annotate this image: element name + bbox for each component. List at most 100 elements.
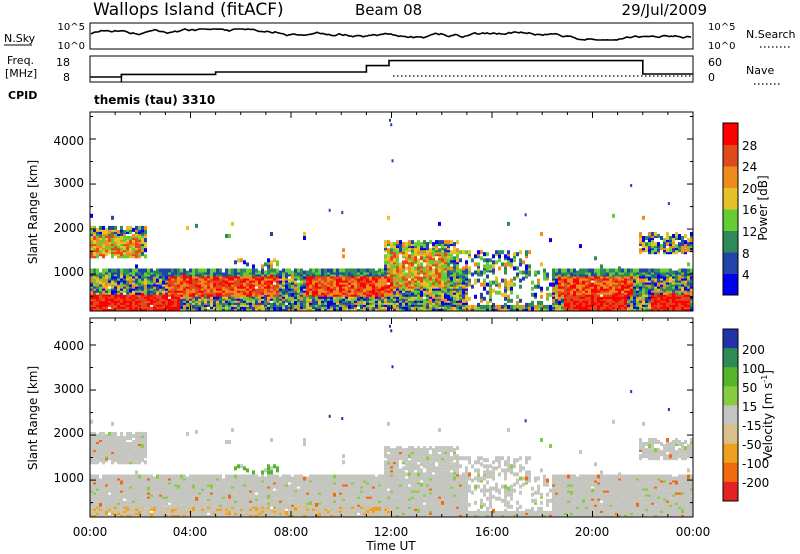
power-cell xyxy=(216,284,219,289)
power-cell xyxy=(225,268,228,273)
power-cell xyxy=(318,300,321,305)
power-cell xyxy=(393,242,396,247)
power-cell xyxy=(105,230,108,234)
power-cell xyxy=(600,296,603,301)
power-cell xyxy=(138,238,141,243)
power-cell xyxy=(228,276,231,281)
power-cell xyxy=(654,300,657,305)
power-cell xyxy=(198,300,201,305)
velocity-cell xyxy=(96,460,99,465)
power-cell xyxy=(201,268,204,273)
power-cell xyxy=(576,284,579,289)
power-cell xyxy=(135,264,138,269)
power-cell xyxy=(666,292,669,297)
velocity-cell xyxy=(117,460,120,465)
power-cell xyxy=(282,300,285,305)
power-cell xyxy=(402,264,405,269)
power-cell xyxy=(222,300,225,305)
power-cell xyxy=(108,276,111,281)
power-cell xyxy=(417,300,420,305)
power-cell xyxy=(609,300,612,305)
power-cell xyxy=(459,276,462,281)
power-cell xyxy=(435,292,438,297)
power-cell xyxy=(90,268,93,273)
power-cell xyxy=(444,300,447,305)
velocity-cell xyxy=(111,478,114,483)
power-cell xyxy=(261,268,264,273)
power-cell xyxy=(267,264,270,269)
power-cell xyxy=(594,292,597,297)
power-cell xyxy=(369,276,372,281)
power-cell xyxy=(432,292,435,297)
velocity-cell xyxy=(102,436,105,440)
power-cell xyxy=(498,284,501,289)
power-cell xyxy=(183,268,186,273)
power-cell xyxy=(294,286,297,291)
power-cell xyxy=(675,276,678,281)
power-cell xyxy=(144,225,147,230)
power-cell xyxy=(510,290,513,295)
velocity-cell xyxy=(126,452,129,457)
power-cell xyxy=(666,248,669,253)
power-cell xyxy=(417,262,420,267)
power-cell xyxy=(279,300,282,305)
power-cell xyxy=(486,262,489,267)
power-cell xyxy=(114,252,117,257)
power-cell xyxy=(615,276,618,281)
power-cell xyxy=(327,292,330,297)
power-cell xyxy=(540,286,543,291)
power-cell xyxy=(408,266,411,271)
power-cell xyxy=(186,284,189,289)
power-cell xyxy=(387,276,390,281)
power-cell xyxy=(135,292,138,297)
power-cell xyxy=(144,292,147,297)
power-cell xyxy=(591,268,594,273)
velocity-cell xyxy=(96,500,99,505)
velocity-cell xyxy=(90,482,93,487)
power-cell xyxy=(441,252,444,257)
power-cell xyxy=(366,284,369,289)
velocity-cell xyxy=(99,496,102,501)
power-cell xyxy=(558,268,561,273)
power-cell xyxy=(396,246,399,251)
power-cell xyxy=(660,268,663,273)
velocity-cell xyxy=(111,440,114,444)
power-cell xyxy=(501,278,504,283)
power-cell xyxy=(249,284,252,289)
power-cell xyxy=(639,272,642,277)
power-cell xyxy=(510,282,513,287)
power-cell xyxy=(300,284,303,289)
velocity-cell xyxy=(90,506,93,511)
velocity-cell xyxy=(114,431,117,436)
power-cell xyxy=(237,276,240,281)
power-cell xyxy=(651,246,654,251)
velocity-cell xyxy=(141,474,144,479)
power-cell xyxy=(369,268,372,273)
power-cell xyxy=(555,280,558,285)
power-cell xyxy=(384,268,387,273)
power-cell xyxy=(393,258,396,263)
power-cell xyxy=(405,242,408,247)
power-colorbar-band xyxy=(723,123,738,145)
power-cell xyxy=(543,309,546,311)
power-cell xyxy=(627,292,630,297)
power-cell xyxy=(96,254,99,259)
velocity-cell xyxy=(126,431,129,436)
power-cell xyxy=(615,268,618,273)
power-cell xyxy=(312,300,315,305)
velocity-cell xyxy=(96,508,99,513)
power-cell xyxy=(606,272,609,277)
velocity-cell xyxy=(102,506,105,511)
power-cell xyxy=(507,252,510,257)
power-cell xyxy=(588,276,591,281)
power-cell xyxy=(417,250,420,255)
power-cell xyxy=(102,252,105,257)
power-cell xyxy=(210,284,213,289)
power-cell xyxy=(192,268,195,273)
power-cell xyxy=(687,242,690,247)
power-cell xyxy=(477,254,480,259)
power-cell xyxy=(252,264,255,269)
power-cell xyxy=(513,258,516,263)
power-cell xyxy=(360,276,363,281)
power-cell xyxy=(354,276,357,281)
